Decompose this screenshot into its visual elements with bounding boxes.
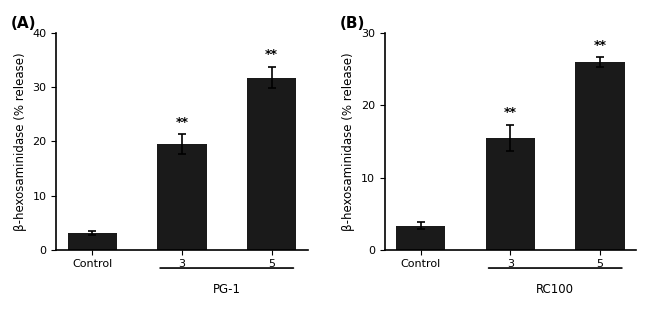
Bar <box>486 138 535 250</box>
Text: **: ** <box>504 106 517 119</box>
Bar <box>247 78 296 250</box>
Bar <box>396 226 445 250</box>
Text: PG-1: PG-1 <box>213 283 240 296</box>
Bar <box>68 233 117 250</box>
Text: (B): (B) <box>339 16 365 31</box>
Y-axis label: β-hexosaminidase (% release): β-hexosaminidase (% release) <box>343 52 356 231</box>
Text: RC100: RC100 <box>536 283 574 296</box>
Y-axis label: β-hexosaminidase (% release): β-hexosaminidase (% release) <box>14 52 27 231</box>
Text: **: ** <box>176 116 188 129</box>
Text: **: ** <box>593 39 606 51</box>
Text: **: ** <box>265 48 278 61</box>
Bar <box>575 62 625 250</box>
Bar <box>157 144 207 250</box>
Text: (A): (A) <box>11 16 36 31</box>
